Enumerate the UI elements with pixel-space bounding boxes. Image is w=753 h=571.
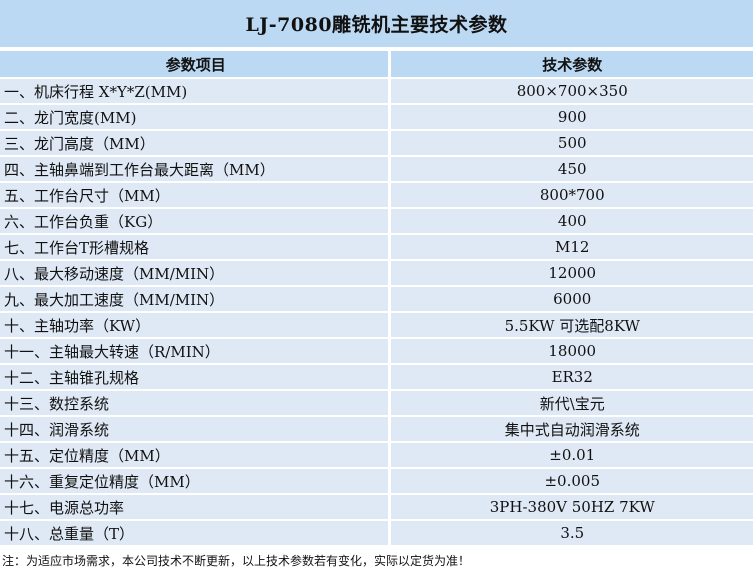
column-divider	[387, 261, 392, 285]
value-cell: 12000	[391, 261, 753, 285]
value-cell: 18000	[391, 339, 753, 363]
param-cell: 二、龙门宽度(MM)	[0, 105, 388, 129]
column-divider	[387, 521, 392, 545]
param-cell: 三、龙门高度（MM）	[0, 131, 388, 155]
value-cell: ±0.005	[391, 469, 753, 493]
value-cell: 500	[391, 131, 753, 155]
value-cell: 6000	[391, 287, 753, 311]
param-cell: 十一、主轴最大转速（R/MIN）	[0, 339, 388, 363]
column-divider	[387, 443, 392, 467]
table-row: 十八、总重量（T） 3.5	[0, 521, 753, 545]
column-divider	[387, 209, 392, 233]
column-divider	[387, 105, 392, 129]
value-cell: 新代\宝元	[391, 391, 753, 415]
column-divider	[387, 287, 392, 311]
param-cell: 十六、重复定位精度（MM）	[0, 469, 388, 493]
table-row: 三、龙门高度（MM） 500	[0, 131, 753, 155]
param-cell: 十三、数控系统	[0, 391, 388, 415]
column-divider	[387, 51, 392, 77]
column-divider	[387, 131, 392, 155]
table-row: 七、工作台T形槽规格 M12	[0, 235, 753, 259]
param-cell: 七、工作台T形槽规格	[0, 235, 388, 259]
table-row: 十一、主轴最大转速（R/MIN） 18000	[0, 339, 753, 363]
table-header-row: 参数项目 技术参数	[0, 51, 753, 77]
param-cell: 十八、总重量（T）	[0, 521, 388, 545]
table-row: 十五、定位精度（MM） ±0.01	[0, 443, 753, 467]
param-cell: 五、工作台尺寸（MM）	[0, 183, 388, 207]
value-cell: 3.5	[391, 521, 753, 545]
table-row: 二、龙门宽度(MM) 900	[0, 105, 753, 129]
table-row: 九、最大加工速度（MM/MIN） 6000	[0, 287, 753, 311]
value-cell: 900	[391, 105, 753, 129]
spec-table-body: 一、机床行程 X*Y*Z(MM) 800×700×350 二、龙门宽度(MM) 900…	[0, 79, 753, 545]
column-divider	[387, 183, 392, 207]
column-divider	[387, 339, 392, 363]
param-cell: 六、工作台负重（KG）	[0, 209, 388, 233]
value-cell: 集中式自动润滑系统	[391, 417, 753, 441]
value-cell: 800*700	[391, 183, 753, 207]
table-row: 十二、主轴锥孔规格 ER32	[0, 365, 753, 389]
value-cell: 5.5KW 可选配8KW	[391, 313, 753, 337]
param-cell: 一、机床行程 X*Y*Z(MM)	[0, 79, 388, 103]
param-cell: 九、最大加工速度（MM/MIN）	[0, 287, 388, 311]
param-cell: 十七、电源总功率	[0, 495, 388, 519]
table-row: 八、最大移动速度（MM/MIN） 12000	[0, 261, 753, 285]
value-cell: 400	[391, 209, 753, 233]
column-divider	[387, 469, 392, 493]
column-divider	[387, 157, 392, 181]
column-divider	[387, 365, 392, 389]
param-cell: 十、主轴功率（KW）	[0, 313, 388, 337]
header-param: 参数项目	[0, 51, 388, 77]
column-divider	[387, 235, 392, 259]
param-cell: 十二、主轴锥孔规格	[0, 365, 388, 389]
value-cell: M12	[391, 235, 753, 259]
footnote: 注：为适应市场需求，本公司技术不断更新，以上技术参数若有变化，实际以定货为准！	[2, 554, 471, 568]
table-row: 一、机床行程 X*Y*Z(MM) 800×700×350	[0, 79, 753, 103]
table-row: 十、主轴功率（KW） 5.5KW 可选配8KW	[0, 313, 753, 337]
column-divider	[387, 417, 392, 441]
column-divider	[387, 79, 392, 103]
value-cell: ER32	[391, 365, 753, 389]
table-row: 十六、重复定位精度（MM） ±0.005	[0, 469, 753, 493]
table-row: 十三、数控系统 新代\宝元	[0, 391, 753, 415]
value-cell: 800×700×350	[391, 79, 753, 103]
value-cell: 3PH-380V 50HZ 7KW	[391, 495, 753, 519]
table-row: 四、主轴鼻端到工作台最大距离（MM） 450	[0, 157, 753, 181]
param-cell: 四、主轴鼻端到工作台最大距离（MM）	[0, 157, 388, 181]
spec-table: 参数项目 技术参数 一、机床行程 X*Y*Z(MM) 800×700×350 二、龙…	[0, 49, 753, 547]
column-divider	[387, 495, 392, 519]
param-cell: 八、最大移动速度（MM/MIN）	[0, 261, 388, 285]
page-title: LJ-7080雕铣机主要技术参数	[0, 0, 753, 47]
header-value: 技术参数	[391, 51, 753, 77]
table-row: 十七、电源总功率 3PH-380V 50HZ 7KW	[0, 495, 753, 519]
value-cell: ±0.01	[391, 443, 753, 467]
table-row: 六、工作台负重（KG） 400	[0, 209, 753, 233]
param-cell: 十五、定位精度（MM）	[0, 443, 388, 467]
value-cell: 450	[391, 157, 753, 181]
param-cell: 十四、润滑系统	[0, 417, 388, 441]
column-divider	[387, 391, 392, 415]
table-row: 五、工作台尺寸（MM） 800*700	[0, 183, 753, 207]
column-divider	[387, 313, 392, 337]
table-row: 十四、润滑系统 集中式自动润滑系统	[0, 417, 753, 441]
